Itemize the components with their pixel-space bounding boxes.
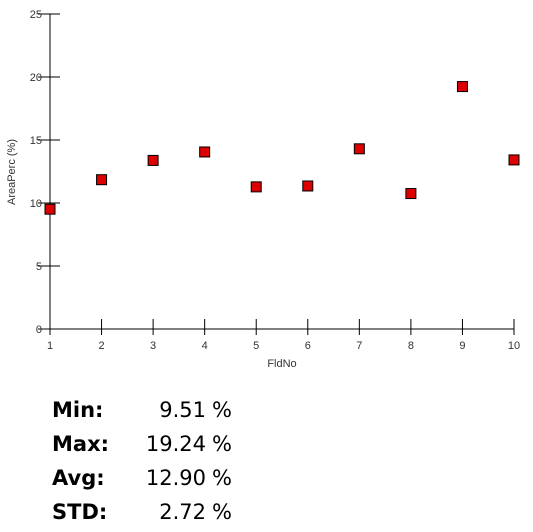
statistics-panel: Min: 9.51 % Max: 19.24 % Avg: 12.90 % ST… xyxy=(0,393,260,529)
stat-unit: % xyxy=(212,500,232,524)
data-points xyxy=(44,81,520,215)
y-tick-label: 20 xyxy=(30,72,42,84)
x-axis-label: FldNo xyxy=(267,358,296,370)
x-tick-label: 1 xyxy=(47,340,53,352)
y-tick-label: 15 xyxy=(30,135,42,147)
stat-value: 9.51 xyxy=(159,398,206,422)
data-point xyxy=(147,154,159,166)
y-tick-label: 10 xyxy=(30,198,42,210)
stat-unit: % xyxy=(212,466,232,490)
x-axis-ticks: 1 2 3 4 5 6 7 8 9 10 xyxy=(47,319,520,352)
y-axis-ticks: 0 5 10 15 20 25 xyxy=(30,9,60,336)
x-tick-label: 3 xyxy=(150,340,156,352)
x-tick-label: 2 xyxy=(98,340,104,352)
data-point xyxy=(353,143,365,155)
y-axis-label: AreaPerc (%) xyxy=(6,139,18,205)
stat-label: STD: xyxy=(52,500,108,524)
data-point xyxy=(302,180,314,192)
stat-row-max: Max: 19.24 % xyxy=(0,427,260,461)
data-point xyxy=(508,154,520,166)
y-tick-label: 5 xyxy=(36,261,42,273)
stat-row-std: STD: 2.72 % xyxy=(0,495,260,529)
stat-label: Min: xyxy=(52,398,104,422)
stat-value: 19.24 xyxy=(145,432,206,456)
data-point xyxy=(405,188,417,200)
axes xyxy=(49,14,514,330)
stat-label: Avg: xyxy=(52,466,105,490)
stat-value: 12.90 xyxy=(145,466,206,490)
x-tick-label: 4 xyxy=(202,340,208,352)
data-point xyxy=(456,81,468,93)
x-tick-label: 9 xyxy=(459,340,465,352)
y-tick-label: 0 xyxy=(36,324,42,336)
x-tick-label: 7 xyxy=(356,340,362,352)
scatter-chart: 0 5 10 15 20 25 1 2 3 4 5 6 7 8 9 10 FldNo AreaPerc (%… xyxy=(6,9,520,370)
x-tick-label: 5 xyxy=(253,340,259,352)
stat-row-avg: Avg: 12.90 % xyxy=(0,461,260,495)
x-tick-label: 6 xyxy=(305,340,311,352)
x-tick-label: 10 xyxy=(508,340,520,352)
data-point xyxy=(250,181,262,193)
x-tick-label: 8 xyxy=(408,340,414,352)
stat-unit: % xyxy=(212,432,232,456)
data-point xyxy=(199,146,211,158)
data-point xyxy=(44,203,56,215)
stat-label: Max: xyxy=(52,432,110,456)
stat-value: 2.72 xyxy=(159,500,206,524)
stat-unit: % xyxy=(212,398,232,422)
y-tick-label: 25 xyxy=(30,9,42,21)
stat-row-min: Min: 9.51 % xyxy=(0,393,260,427)
data-point xyxy=(96,174,108,186)
